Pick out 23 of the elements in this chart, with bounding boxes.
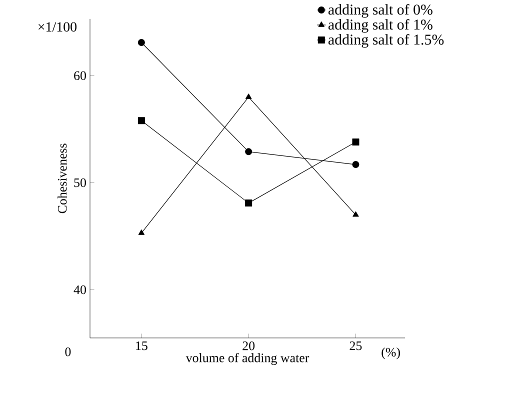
x-tick-label: 15 <box>136 341 148 350</box>
y-tick-label: 50 <box>74 178 86 188</box>
y-tick-label: 40 <box>74 285 86 294</box>
x-axis-title: volume of adding water <box>186 353 310 365</box>
point <box>352 161 360 168</box>
y-tick-label: 60 <box>74 71 86 80</box>
text: (%) <box>382 347 400 360</box>
point <box>138 230 145 235</box>
point <box>138 117 145 124</box>
point <box>352 211 359 217</box>
x-tick-label: 20 <box>242 341 255 350</box>
text: 0 <box>65 347 71 356</box>
legend-label: adding salt of 1% <box>328 19 432 33</box>
point <box>352 138 360 146</box>
legend-label: adding salt of 0% <box>328 4 432 18</box>
point <box>246 94 252 100</box>
point <box>245 148 252 156</box>
point <box>245 200 252 207</box>
text: ×1/100 <box>38 22 76 32</box>
legend-label: adding salt of 1.5% <box>328 34 444 48</box>
y-axis-title: Cohesiveness <box>58 144 67 214</box>
point <box>138 39 145 46</box>
x-tick-label: 25 <box>350 341 362 350</box>
